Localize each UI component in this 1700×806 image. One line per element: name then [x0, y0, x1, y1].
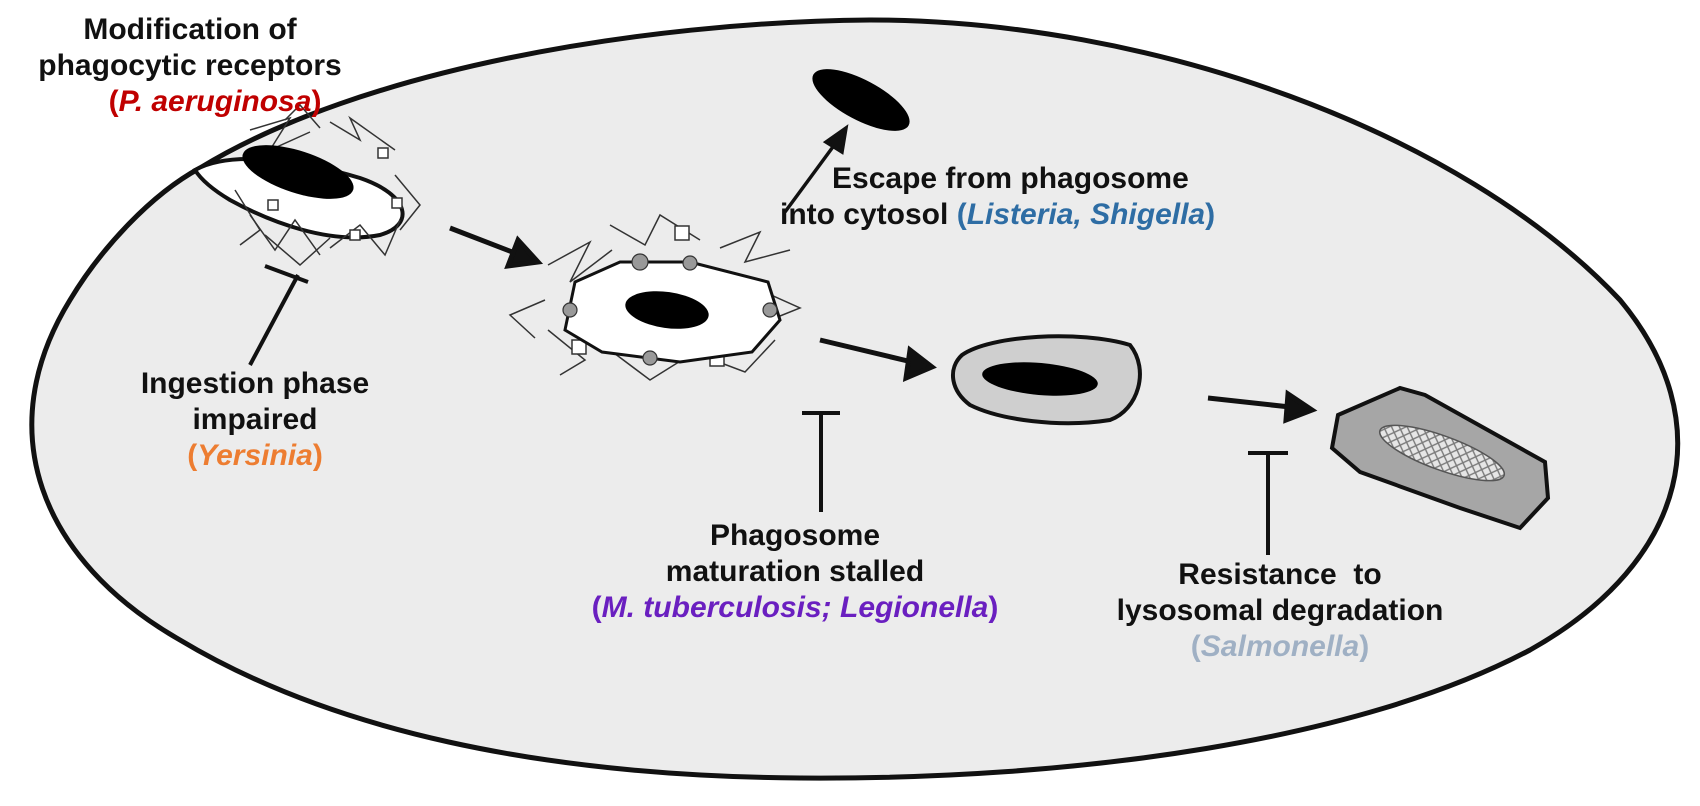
listeria-shigella-label: Listeria, Shigella: [966, 198, 1206, 231]
bacterium-escaped: [812, 69, 910, 131]
paren-open: (: [956, 198, 967, 231]
maturation-organism-line: (M. tuberculosis; Legionella): [545, 590, 1045, 626]
maturation-label: Phagosome maturation stalled (M. tubercu…: [545, 518, 1045, 626]
resistance-label: Resistance to lysosomal degradation (Sal…: [1085, 557, 1475, 665]
ingestion-line2: impaired: [192, 403, 318, 436]
ingestion-label: Ingestion phase impaired (Yersinia): [90, 366, 420, 474]
maturation-line2: maturation stalled: [665, 555, 925, 588]
ingestion-line1: Ingestion phase: [140, 367, 370, 400]
receptor-line1: Modification of: [83, 13, 297, 46]
receptor-squares-2: [571, 225, 725, 367]
stage2-phagosome: [508, 213, 802, 381]
arrow-2: [819, 337, 937, 383]
mtb-legionella-label: M. tuberculosis; Legionella: [601, 591, 989, 624]
paren-close: ): [1205, 198, 1216, 231]
ingestion-organism-line: (Yersinia): [90, 438, 420, 474]
ingestion-inhibition: [248, 264, 309, 366]
escape-line2: into cytosol: [780, 198, 949, 231]
escape-line1: Escape from phagosome: [832, 162, 1189, 195]
receptor-squares: [267, 147, 403, 241]
receptor-line2: phagocytic receptors: [38, 49, 342, 82]
receptor-organism-line: (P. aeruginosa): [0, 84, 380, 120]
stage1-attachment: [234, 103, 421, 266]
escape-organism-line: into cytosol (Listeria, Shigella): [780, 197, 1320, 233]
maturation-inhibition: [802, 411, 840, 512]
paren-close: ): [311, 85, 322, 118]
stage4-phagolysosome: [1329, 385, 1551, 531]
paren-close: ): [312, 439, 323, 472]
paren-open: (: [591, 591, 602, 624]
bacterium-3: [982, 362, 1098, 396]
paren-close: ): [1359, 630, 1370, 663]
paren-close: ): [988, 591, 999, 624]
coat-proteins: [562, 253, 778, 366]
actin-filaments: [234, 103, 421, 266]
resistance-organism-line: (Salmonella): [1085, 629, 1475, 665]
phagocyte-cell: [29, 17, 1681, 781]
resistance-line1: Resistance to: [1178, 558, 1382, 591]
yersinia-label: Yersinia: [197, 439, 313, 472]
maturation-line1: Phagosome: [709, 519, 881, 552]
bacterium-2: [625, 291, 709, 329]
arrow-3: [1207, 389, 1318, 424]
pseudomonas-label: P. aeruginosa: [118, 85, 312, 118]
arrow-1: [449, 225, 544, 270]
resistance-line2: lysosomal degradation: [1116, 594, 1444, 627]
stage3-phagosome: [950, 334, 1142, 426]
escape-arrow: [783, 124, 849, 214]
degraded-bacterium: [1378, 424, 1506, 482]
salmonella-label: Salmonella: [1200, 630, 1360, 663]
paren-open: (: [187, 439, 198, 472]
resistance-inhibition: [1248, 451, 1288, 555]
escape-label: Escape from phagosome into cytosol (List…: [780, 161, 1320, 233]
paren-open: (: [108, 85, 119, 118]
bacterium-1: [242, 145, 354, 199]
paren-open: (: [1190, 630, 1201, 663]
receptor-modification-label: Modification of phagocytic receptors (P.…: [0, 12, 380, 120]
